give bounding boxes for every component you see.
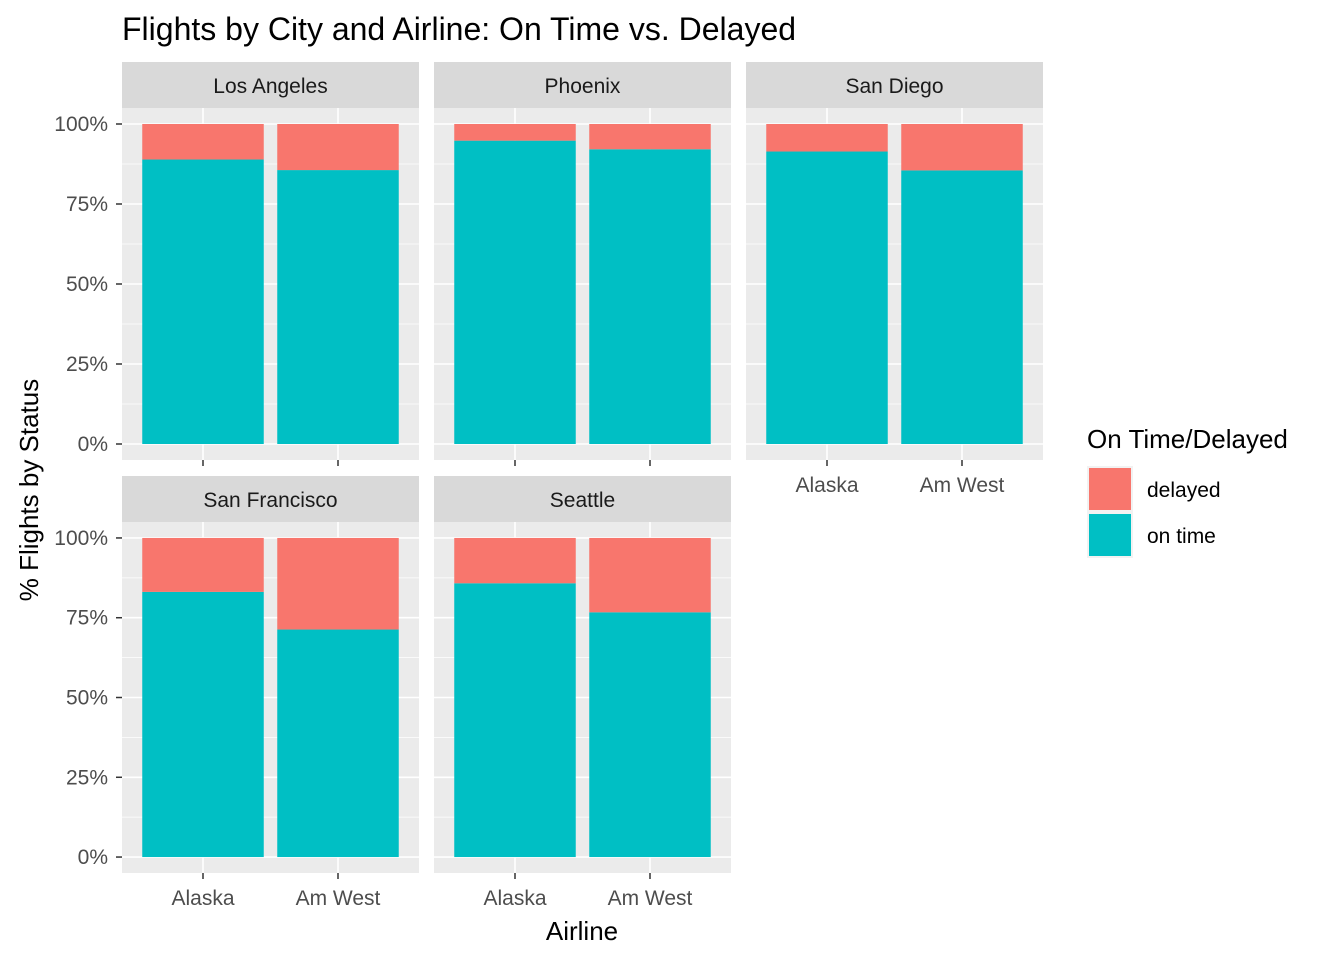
bar-delayed <box>766 124 888 152</box>
y-tick-label: 100% <box>54 527 108 550</box>
facet-strip-label: Seattle <box>550 489 615 512</box>
y-tick-label: 75% <box>66 193 108 216</box>
legend-label: delayed <box>1147 479 1221 502</box>
y-tick-label: 25% <box>66 353 108 376</box>
legend-key-on-time <box>1089 514 1131 556</box>
bar-delayed <box>589 124 711 150</box>
bar-on-time <box>589 149 711 444</box>
facet-panel: Seattle Alaska Am West <box>434 476 731 910</box>
y-axis-title: % Flights by Status <box>14 379 44 602</box>
bar-on-time <box>142 591 264 858</box>
bar-delayed <box>277 537 399 630</box>
bar-on-time <box>277 629 399 858</box>
facet-panel: San Francisco Alaska Am West 0% 25% 50% 75% 100… <box>54 476 419 910</box>
bar-on-time <box>766 151 888 444</box>
bar-delayed <box>454 124 576 141</box>
bar-on-time <box>454 583 576 858</box>
facet-panels: Los Angeles 0% 25% 50% 75% 100% Phoenix San Die… <box>54 62 1043 910</box>
facet-panel: San Diego Alaska Am West <box>746 62 1043 497</box>
bar-on-time <box>277 170 399 444</box>
bar-delayed <box>901 124 1023 171</box>
facet-strip-label: Los Angeles <box>213 75 327 98</box>
x-tick-label: Alaska <box>171 887 234 910</box>
facet-strip <box>122 62 419 108</box>
facet-panel: Los Angeles 0% 25% 50% 75% 100% <box>54 62 419 466</box>
y-tick-label: 0% <box>78 846 108 869</box>
x-tick-label: Am West <box>920 474 1005 497</box>
bar-on-time <box>142 159 264 444</box>
facet-strip-label: San Diego <box>845 75 943 98</box>
bar-delayed <box>454 537 576 584</box>
y-tick-label: 50% <box>66 273 108 296</box>
legend-title: On Time/Delayed <box>1087 424 1288 454</box>
bar-on-time <box>589 612 711 858</box>
y-tick-label: 0% <box>78 433 108 456</box>
y-tick-label: 75% <box>66 607 108 630</box>
bar-delayed <box>589 537 711 613</box>
x-axis-title: Airline <box>546 916 618 946</box>
x-tick-label: Alaska <box>483 887 546 910</box>
x-tick-label: Am West <box>296 887 381 910</box>
facet-strip-label: San Francisco <box>203 489 337 512</box>
y-tick-label: 50% <box>66 687 108 710</box>
x-tick-label: Am West <box>608 887 693 910</box>
facet-strip <box>122 476 419 522</box>
facet-strip <box>434 476 731 522</box>
y-tick-label: 25% <box>66 766 108 789</box>
facet-strip-label: Phoenix <box>545 75 621 98</box>
facet-strip <box>434 62 731 108</box>
facet-panel: Phoenix <box>434 62 731 466</box>
bar-delayed <box>142 124 264 160</box>
bar-delayed <box>142 537 264 592</box>
legend-label: on time <box>1147 525 1216 548</box>
bar-on-time <box>454 140 576 444</box>
legend: On Time/Delayed delayed on time <box>1087 424 1288 558</box>
facet-strip <box>746 62 1043 108</box>
x-tick-label: Alaska <box>795 474 858 497</box>
legend-key-delayed <box>1089 468 1131 510</box>
chart-title: Flights by City and Airline: On Time vs.… <box>122 11 796 47</box>
bar-delayed <box>277 124 399 171</box>
bar-on-time <box>901 170 1023 444</box>
y-tick-label: 100% <box>54 113 108 136</box>
